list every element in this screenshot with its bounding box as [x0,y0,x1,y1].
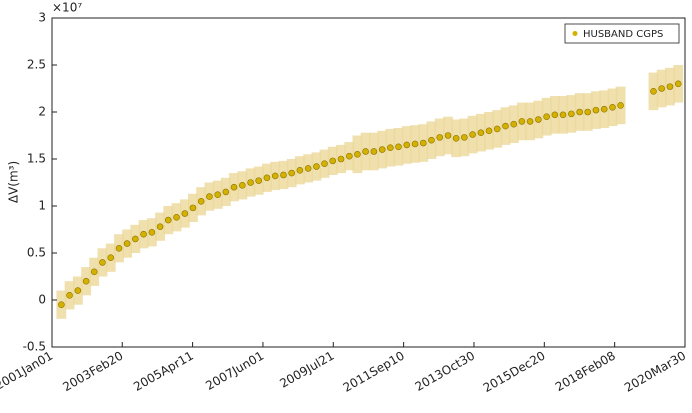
data-point [197,198,205,205]
data-point [337,155,345,163]
data-point [222,188,230,196]
data-point [469,131,476,138]
data-point [230,183,238,191]
data-point [485,127,493,135]
data-point [173,213,180,221]
y-multiplier: ×10⁷ [52,1,82,15]
y-tick-label: 2.5 [27,58,46,72]
x-tick-label: 2020Mar30 [622,349,688,395]
data-point [592,106,600,114]
data-point [526,118,534,125]
data-point [164,216,172,224]
data-point [411,140,419,148]
data-point [214,191,222,199]
data-point [600,105,608,113]
data-point [90,268,98,276]
data-point [510,120,518,128]
data-point [82,277,90,285]
data-point [428,136,435,144]
data-point [650,88,657,95]
data-point [239,182,246,189]
data-point [66,291,73,299]
data-point [255,177,263,184]
data-point [576,108,583,116]
data-point [674,80,682,88]
data-point [436,134,444,141]
data-point [362,148,369,155]
data-point [658,85,665,92]
data-point [99,259,106,266]
data-point [477,129,485,136]
data-point [296,166,304,174]
data-point [181,210,189,217]
data-point [518,118,526,125]
data-point [584,108,592,116]
data-point [288,169,295,177]
data-point [74,287,82,294]
data-point [568,110,575,118]
legend-label: HUSBAND CGPS [583,29,663,40]
data-point [321,160,328,167]
data-point [666,83,674,90]
data-point [559,111,567,119]
data-point [493,125,501,133]
x-tick-label: 2009Jul21 [277,349,336,391]
x-tick-label: 2007Jun01 [203,349,266,393]
data-point [206,193,213,200]
data-point [280,171,287,179]
plot-frame [51,17,686,348]
data-point [543,113,550,120]
y-tick-label: -0.5 [23,340,46,354]
data-point [132,235,139,243]
data-point [502,122,509,130]
data-point [444,132,452,139]
data-point [304,165,312,172]
x-tick-label: 2018Feb08 [553,349,618,395]
data-point [156,223,164,230]
data-point [123,240,131,247]
y-tick-label: 3 [38,11,46,25]
x-tick-label: 2015Dec20 [481,349,548,396]
y-tick-label: 0 [38,293,46,307]
x-tick-label: 2001Jan01 [0,349,55,393]
x-tick-label: 2013Oct30 [413,349,478,394]
data-point [551,111,559,119]
data-point [115,245,123,252]
data-point [535,116,542,123]
data-point [419,139,427,147]
y-tick-label: 2 [38,105,46,119]
y-tick-label: 1.5 [27,152,46,166]
data-point [461,134,468,141]
data-point [609,104,616,111]
x-tick-label: 2005Apr11 [131,349,196,394]
data-point [329,157,337,165]
data-point [354,151,361,158]
data-point [58,301,65,309]
data-point [140,230,147,238]
legend-marker [572,31,578,36]
data-point [395,143,402,151]
data-point [403,141,411,149]
data-point [378,146,386,153]
data-point [189,204,197,212]
data-point [617,102,624,109]
data-point [346,152,353,160]
data-point [452,135,460,142]
x-tick-label: 2011Sep10 [341,349,407,395]
y-tick-label: 1 [38,199,46,213]
legend-box [564,23,680,44]
data-point [271,172,279,180]
data-point [107,254,115,262]
data-point [148,229,156,236]
y-tick-label: 0.5 [27,246,46,260]
data-point [370,148,378,155]
data-point [263,174,271,182]
y-axis-label: ΔV(m³) [7,161,21,203]
data-point [247,179,254,186]
x-tick-label: 2003Feb20 [60,349,125,395]
data-point [313,163,320,170]
data-point [386,144,394,152]
